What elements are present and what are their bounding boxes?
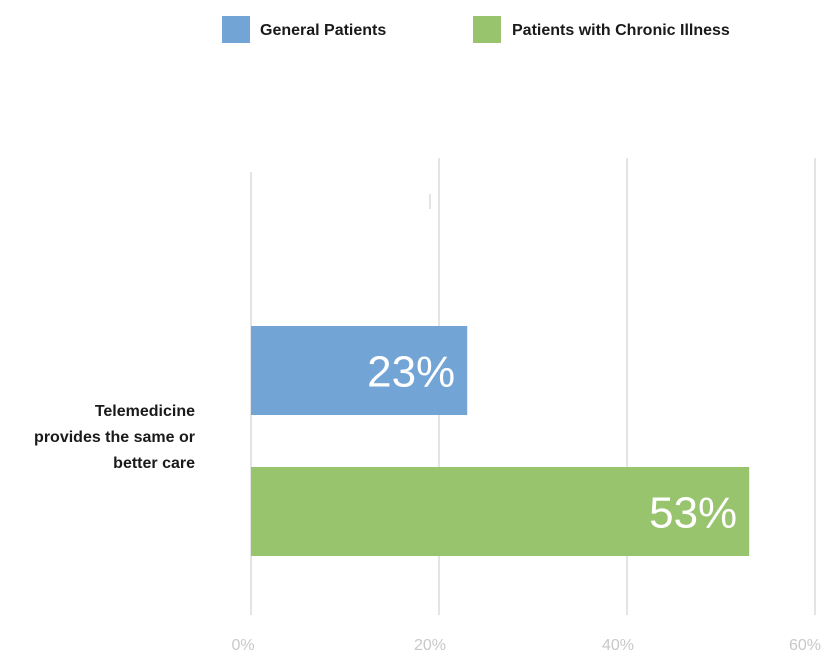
x-axis-tick-labels: 0% 20% 40% 60%: [231, 637, 821, 652]
legend-swatch-general-patients: [222, 16, 250, 43]
legend-label-general-patients: General Patients: [260, 22, 386, 39]
x-tick-label-20: 20%: [414, 637, 446, 652]
data-labels: 23% 53%: [367, 348, 737, 538]
bars: [251, 326, 750, 556]
category-label: Telemedicine provides the same or better c…: [34, 403, 195, 472]
x-tick-label-60: 60%: [789, 637, 821, 652]
bar-patients-with-chronic-illness: [251, 467, 750, 556]
data-label-general-patients: 23%: [367, 348, 455, 397]
x-tick-label-0: 0%: [231, 637, 254, 652]
bar-general-patients: [251, 326, 468, 415]
x-tick-label-40: 40%: [602, 637, 634, 652]
category-label-line-1: Telemedicine: [95, 403, 195, 420]
data-label-patients-with-chronic-illness: 53%: [649, 489, 737, 538]
legend: General Patients Patients with Chronic Il…: [222, 16, 730, 43]
legend-swatch-patients-with-chronic-illness: [473, 16, 501, 43]
category-label-line-3: better care: [113, 455, 195, 472]
category-label-line-2: provides the same or: [34, 429, 195, 446]
legend-label-patients-with-chronic-illness: Patients with Chronic Illness: [512, 22, 730, 39]
